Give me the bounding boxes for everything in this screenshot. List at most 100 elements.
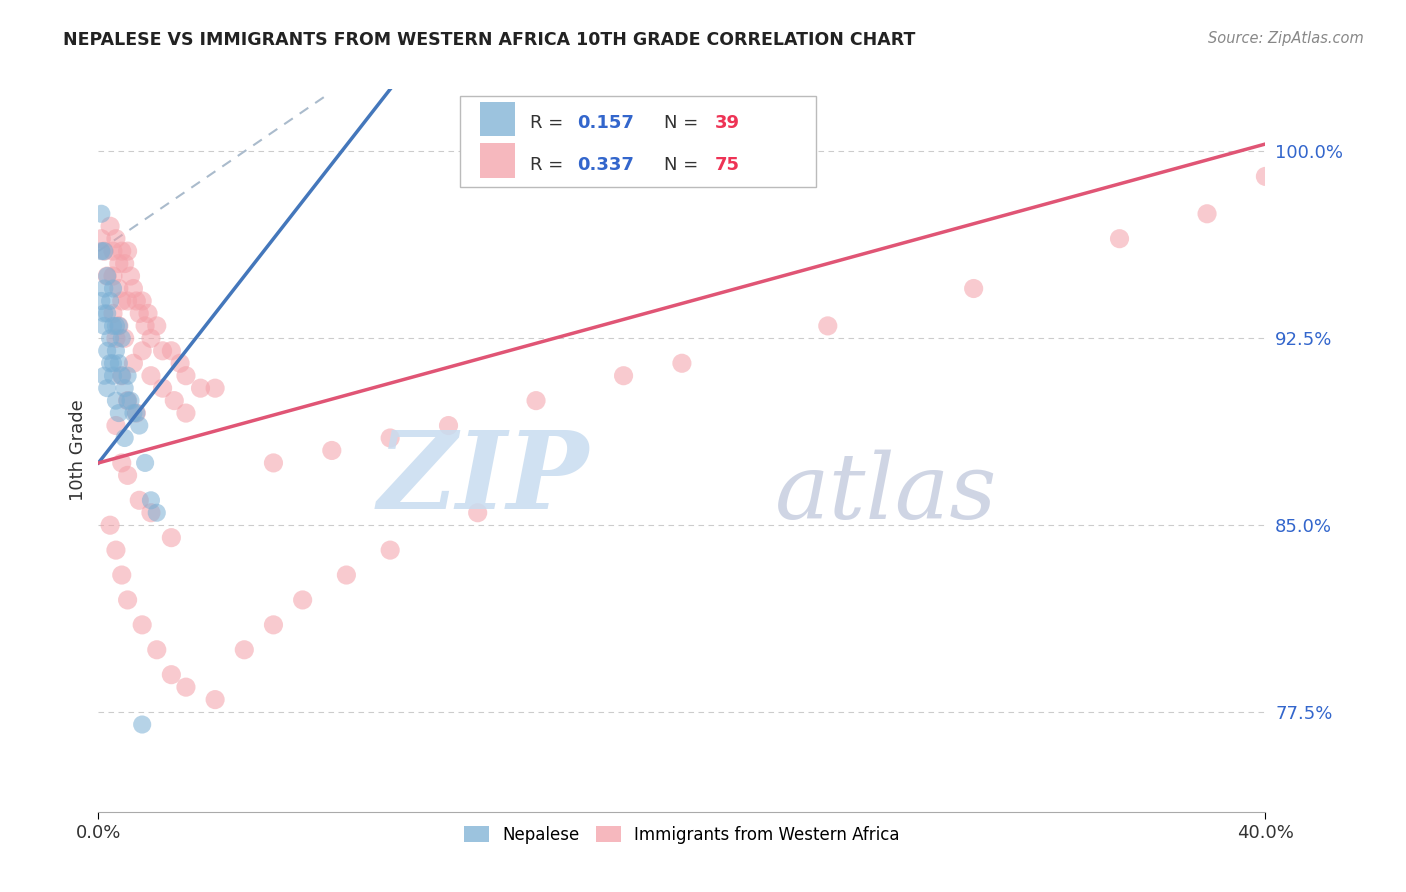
Point: [114, 257, 136, 271]
Point: [152, 381, 174, 395]
Point: [125, 293, 148, 308]
Point: [125, 406, 148, 420]
Point: [1195, 207, 1218, 221]
Point: [90, 244, 112, 259]
Point: [125, 406, 148, 420]
Point: [108, 318, 131, 333]
Point: [136, 306, 159, 320]
Point: [117, 393, 139, 408]
Point: [93, 306, 115, 320]
Point: [108, 281, 131, 295]
Point: [111, 568, 134, 582]
Point: [96, 381, 118, 395]
Point: [108, 257, 131, 271]
Point: [1254, 169, 1277, 184]
Point: [101, 318, 124, 333]
Text: 75: 75: [714, 156, 740, 174]
Point: [524, 393, 547, 408]
Point: [117, 468, 139, 483]
Point: [139, 493, 162, 508]
Point: [139, 331, 162, 345]
FancyBboxPatch shape: [460, 96, 815, 186]
Point: [131, 618, 153, 632]
Point: [96, 306, 118, 320]
Point: [101, 368, 124, 383]
Point: [108, 318, 131, 333]
Text: N =: N =: [665, 156, 704, 174]
Text: atlas: atlas: [775, 450, 998, 538]
Point: [101, 281, 124, 295]
Point: [128, 306, 150, 320]
Point: [233, 642, 256, 657]
Point: [204, 692, 226, 706]
Point: [139, 368, 162, 383]
Point: [93, 281, 115, 295]
Point: [98, 356, 121, 370]
Point: [117, 293, 139, 308]
Point: [131, 293, 153, 308]
Point: [190, 381, 212, 395]
Point: [93, 244, 115, 259]
Point: [114, 431, 136, 445]
Point: [817, 318, 839, 333]
Point: [380, 543, 402, 558]
Point: [93, 244, 115, 259]
Point: [111, 368, 134, 383]
Point: [174, 368, 197, 383]
Point: [120, 393, 142, 408]
Text: R =: R =: [530, 114, 569, 132]
Point: [104, 393, 127, 408]
Point: [131, 343, 153, 358]
Point: [96, 268, 118, 283]
Point: [120, 268, 142, 283]
Point: [93, 318, 115, 333]
Point: [108, 356, 131, 370]
Point: [111, 456, 134, 470]
Point: [204, 381, 226, 395]
Point: [131, 717, 153, 731]
Point: [93, 368, 115, 383]
Point: [139, 506, 162, 520]
Point: [321, 443, 343, 458]
Point: [146, 318, 169, 333]
Point: [134, 318, 156, 333]
Point: [134, 456, 156, 470]
Point: [1108, 232, 1130, 246]
Point: [380, 431, 402, 445]
Point: [104, 543, 127, 558]
Point: [437, 418, 460, 433]
Point: [114, 331, 136, 345]
Text: Source: ZipAtlas.com: Source: ZipAtlas.com: [1208, 31, 1364, 46]
Point: [671, 356, 693, 370]
Point: [612, 368, 634, 383]
Bar: [479, 102, 515, 136]
Point: [262, 618, 284, 632]
Point: [160, 531, 183, 545]
Point: [111, 368, 134, 383]
Point: [111, 244, 134, 259]
Bar: [479, 144, 515, 178]
Text: R =: R =: [530, 156, 569, 174]
Point: [104, 331, 127, 345]
Point: [104, 232, 127, 246]
Y-axis label: 10th Grade: 10th Grade: [69, 400, 87, 501]
Point: [98, 331, 121, 345]
Point: [114, 381, 136, 395]
Point: [96, 268, 118, 283]
Point: [117, 393, 139, 408]
Point: [467, 506, 489, 520]
Point: [169, 356, 191, 370]
Point: [146, 642, 169, 657]
Text: ZIP: ZIP: [377, 426, 589, 533]
Point: [111, 293, 134, 308]
Point: [122, 356, 145, 370]
Point: [160, 343, 183, 358]
Point: [122, 281, 145, 295]
Point: [90, 293, 112, 308]
Point: [101, 268, 124, 283]
Point: [291, 593, 314, 607]
Point: [104, 418, 127, 433]
Point: [101, 244, 124, 259]
Point: [146, 506, 169, 520]
Point: [128, 493, 150, 508]
